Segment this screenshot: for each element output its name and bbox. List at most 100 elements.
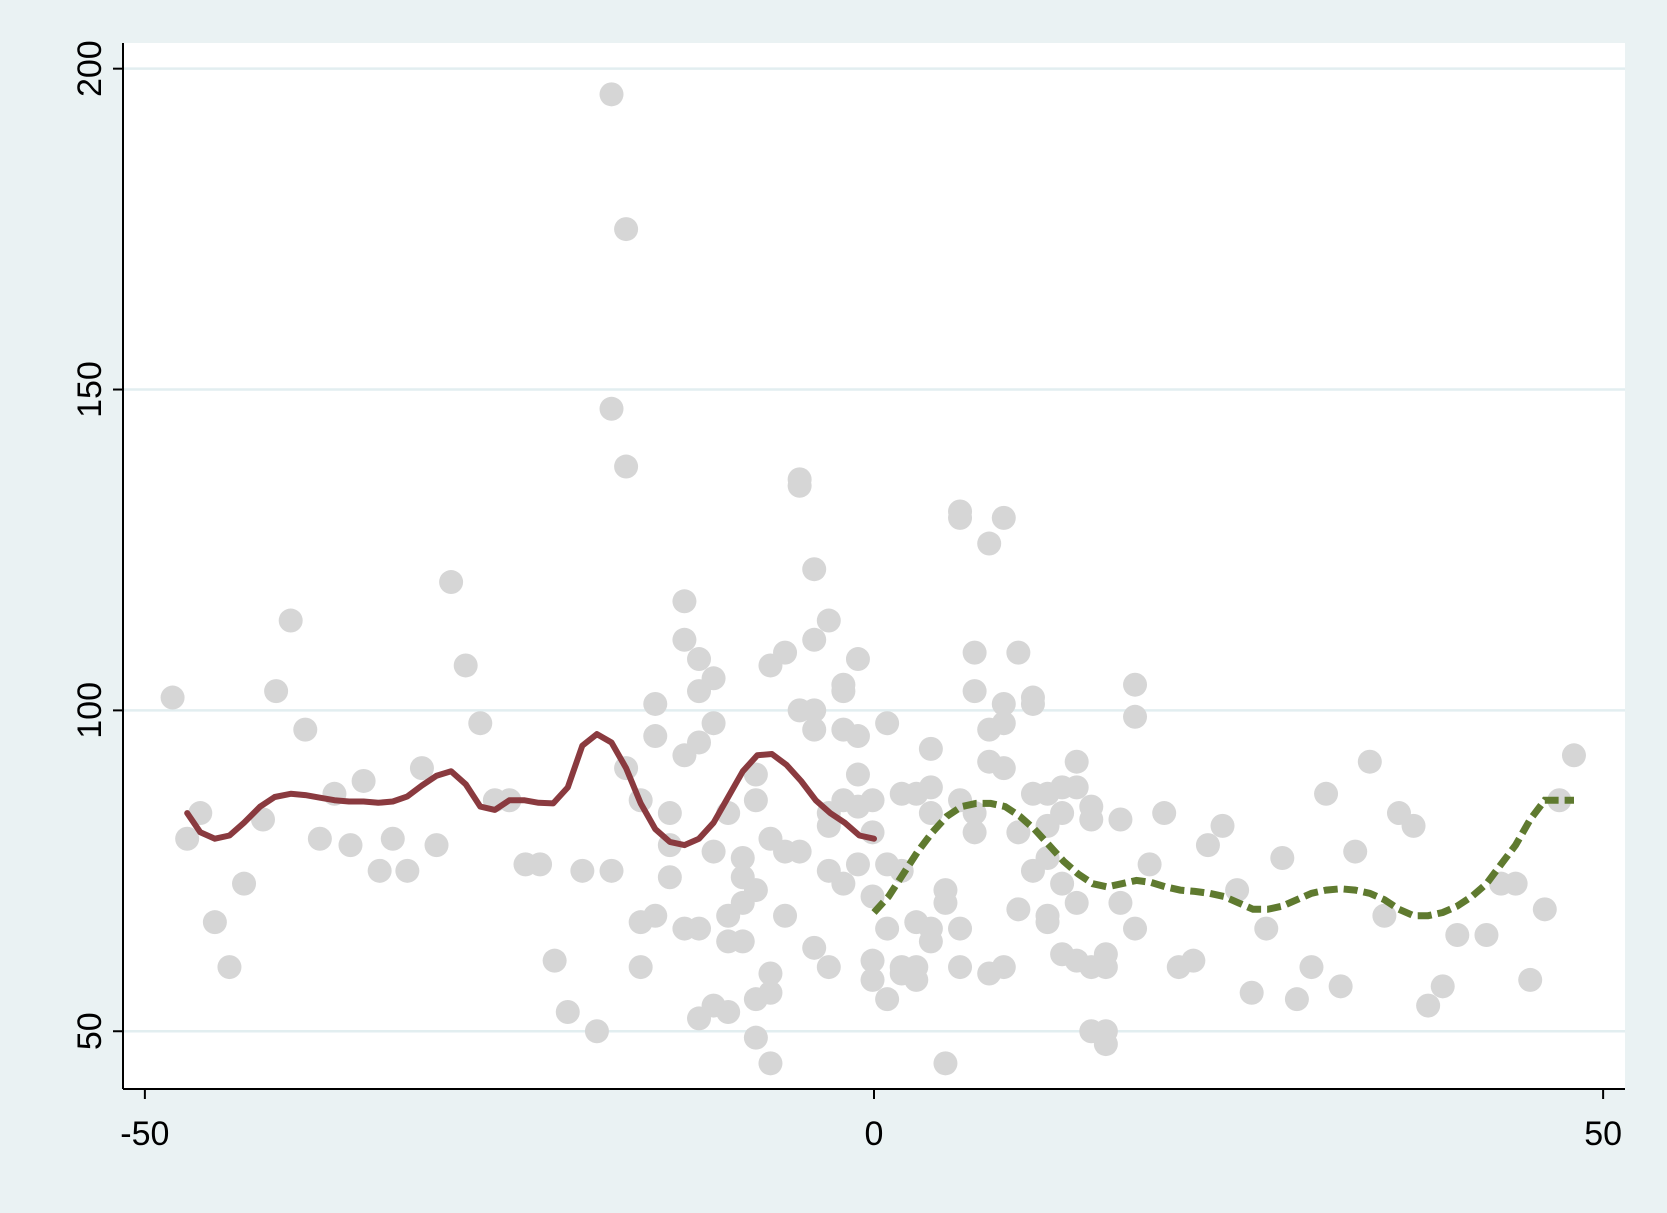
scatter-point (1357, 749, 1382, 774)
scatter-points (160, 82, 1586, 1076)
scatter-point (614, 454, 639, 479)
scatter-point (1064, 775, 1089, 800)
scatter-point (802, 627, 827, 652)
scatter-point (1064, 749, 1089, 774)
scatter-point (542, 948, 567, 973)
scatter-point (439, 570, 464, 595)
scatter-point (307, 826, 332, 851)
scatter-point (643, 691, 668, 716)
scatter-point (1035, 903, 1060, 928)
scatter-point (845, 852, 870, 877)
x-tick-label: 50 (1584, 1115, 1622, 1153)
scatter-point (1093, 955, 1118, 980)
scatter-point (743, 1025, 768, 1050)
scatter-point (701, 666, 726, 691)
scatter-point (860, 967, 885, 992)
scatter-point (1416, 993, 1441, 1018)
scatter-point (657, 865, 682, 890)
scatter-point (991, 691, 1016, 716)
scatter-point (816, 608, 841, 633)
scatter-point (232, 871, 257, 896)
scatter-point (918, 801, 943, 826)
scatter-point (991, 955, 1016, 980)
scatter-point (743, 878, 768, 903)
scatter-point (933, 890, 958, 915)
scatter-point (687, 730, 712, 755)
scatter-point (918, 775, 943, 800)
scatter-point (933, 1051, 958, 1076)
scatter-point (643, 903, 668, 928)
scatter-point (1050, 871, 1075, 896)
scatter-point (962, 820, 987, 845)
scatter-point (1239, 980, 1264, 1005)
scatter-point (1503, 871, 1528, 896)
scatter-point (1401, 813, 1426, 838)
scatter-point (787, 839, 812, 864)
scatter-point (1006, 897, 1031, 922)
scatter-point (860, 948, 885, 973)
scatter-point (1445, 922, 1470, 947)
scatter-point (367, 858, 392, 883)
scatter-point (160, 685, 185, 710)
scatter-point (1532, 897, 1557, 922)
scatter-point (831, 871, 856, 896)
scatter-point (701, 711, 726, 736)
scatter-point (1518, 967, 1543, 992)
scatter-point (758, 1051, 783, 1076)
gridlines (123, 67, 1625, 1033)
scatter-point (802, 717, 827, 742)
scatter-point (773, 640, 798, 665)
scatter-point (1210, 813, 1235, 838)
scatter-point (1474, 922, 1499, 947)
scatter-point (716, 999, 741, 1024)
scatter-point (1430, 974, 1455, 999)
scatter-point (409, 756, 434, 781)
scatter-point (687, 916, 712, 941)
scatter-point (599, 396, 624, 421)
scatter-point (875, 916, 900, 941)
scatter-point (845, 647, 870, 672)
scatter-point (202, 910, 227, 935)
scatter-point (217, 955, 242, 980)
scatter-point (1195, 833, 1220, 858)
scatter-point (1270, 845, 1295, 870)
scatter-point (904, 967, 929, 992)
scatter-point (991, 756, 1016, 781)
scatter-point (351, 768, 376, 793)
scatter-point (1299, 955, 1324, 980)
scatter-point (860, 788, 885, 813)
scatter-point (1328, 974, 1353, 999)
scatter-point (1123, 672, 1148, 697)
y-tick-label: 50 (71, 1012, 109, 1050)
y-tick-label: 100 (71, 682, 109, 739)
scatter-point (1064, 890, 1089, 915)
scatter-point (802, 698, 827, 723)
scatter-point (1123, 704, 1148, 729)
scatter-point (831, 679, 856, 704)
right-fit-line (871, 796, 1574, 920)
scatter-point (1314, 781, 1339, 806)
scatter-point (175, 826, 200, 851)
scatter-point (1020, 691, 1045, 716)
scatter-point (395, 858, 420, 883)
x-tick-label: 0 (865, 1115, 884, 1153)
fit-lines (184, 731, 1574, 920)
scatter-point (1137, 852, 1162, 877)
left-fit-line (184, 731, 877, 849)
scatter-point (293, 717, 318, 742)
scatter-point (816, 813, 841, 838)
scatter-point (875, 711, 900, 736)
scatter-point (570, 858, 595, 883)
scatter-point (845, 762, 870, 787)
scatter-point (1006, 820, 1031, 845)
scatter-point (555, 999, 580, 1024)
x-tick-label: -50 (120, 1115, 169, 1153)
scatter-point (816, 955, 841, 980)
scatter-point (758, 980, 783, 1005)
scatter-point (758, 961, 783, 986)
scatter-point (962, 679, 987, 704)
scatter-point (1093, 1032, 1118, 1057)
scatter-point (657, 801, 682, 826)
scatter-point (599, 82, 624, 107)
scatter-point (948, 916, 973, 941)
